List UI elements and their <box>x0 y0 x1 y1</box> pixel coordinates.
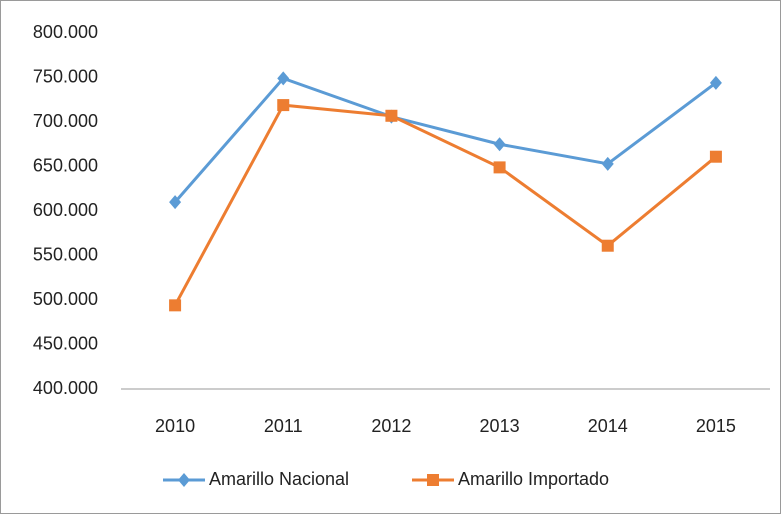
series-line <box>173 103 717 307</box>
x-tick-label: 2015 <box>696 416 736 436</box>
x-tick-label: 2013 <box>480 416 520 436</box>
y-tick-label: 700.000 <box>33 111 98 131</box>
x-tick-label: 2014 <box>588 416 628 436</box>
marker <box>277 99 290 112</box>
marker <box>178 473 190 487</box>
marker <box>493 137 506 152</box>
marker <box>169 299 182 312</box>
series-line <box>173 76 717 204</box>
marker <box>601 156 614 171</box>
marker <box>493 161 506 174</box>
marker <box>709 150 722 163</box>
y-tick-label: 650.000 <box>33 155 98 175</box>
y-tick-label: 800.000 <box>33 22 98 42</box>
x-tick-label: 2010 <box>155 416 195 436</box>
marker <box>709 75 722 90</box>
x-tick-label: 2011 <box>264 416 303 436</box>
y-tick-label: 750.000 <box>33 66 98 86</box>
y-tick-label: 600.000 <box>33 200 98 220</box>
y-tick-label: 500.000 <box>33 289 98 309</box>
marker <box>427 474 439 486</box>
y-tick-label: 400.000 <box>33 378 98 398</box>
marker <box>385 109 398 122</box>
marker <box>169 195 182 210</box>
marker <box>277 71 290 86</box>
marker <box>601 239 614 252</box>
y-tick-label: 450.000 <box>33 333 98 353</box>
y-tick-label: 550.000 <box>33 244 98 264</box>
legend-label: Amarillo Nacional <box>209 469 349 489</box>
legend-label: Amarillo Importado <box>458 469 609 489</box>
x-tick-label: 2012 <box>371 416 411 436</box>
